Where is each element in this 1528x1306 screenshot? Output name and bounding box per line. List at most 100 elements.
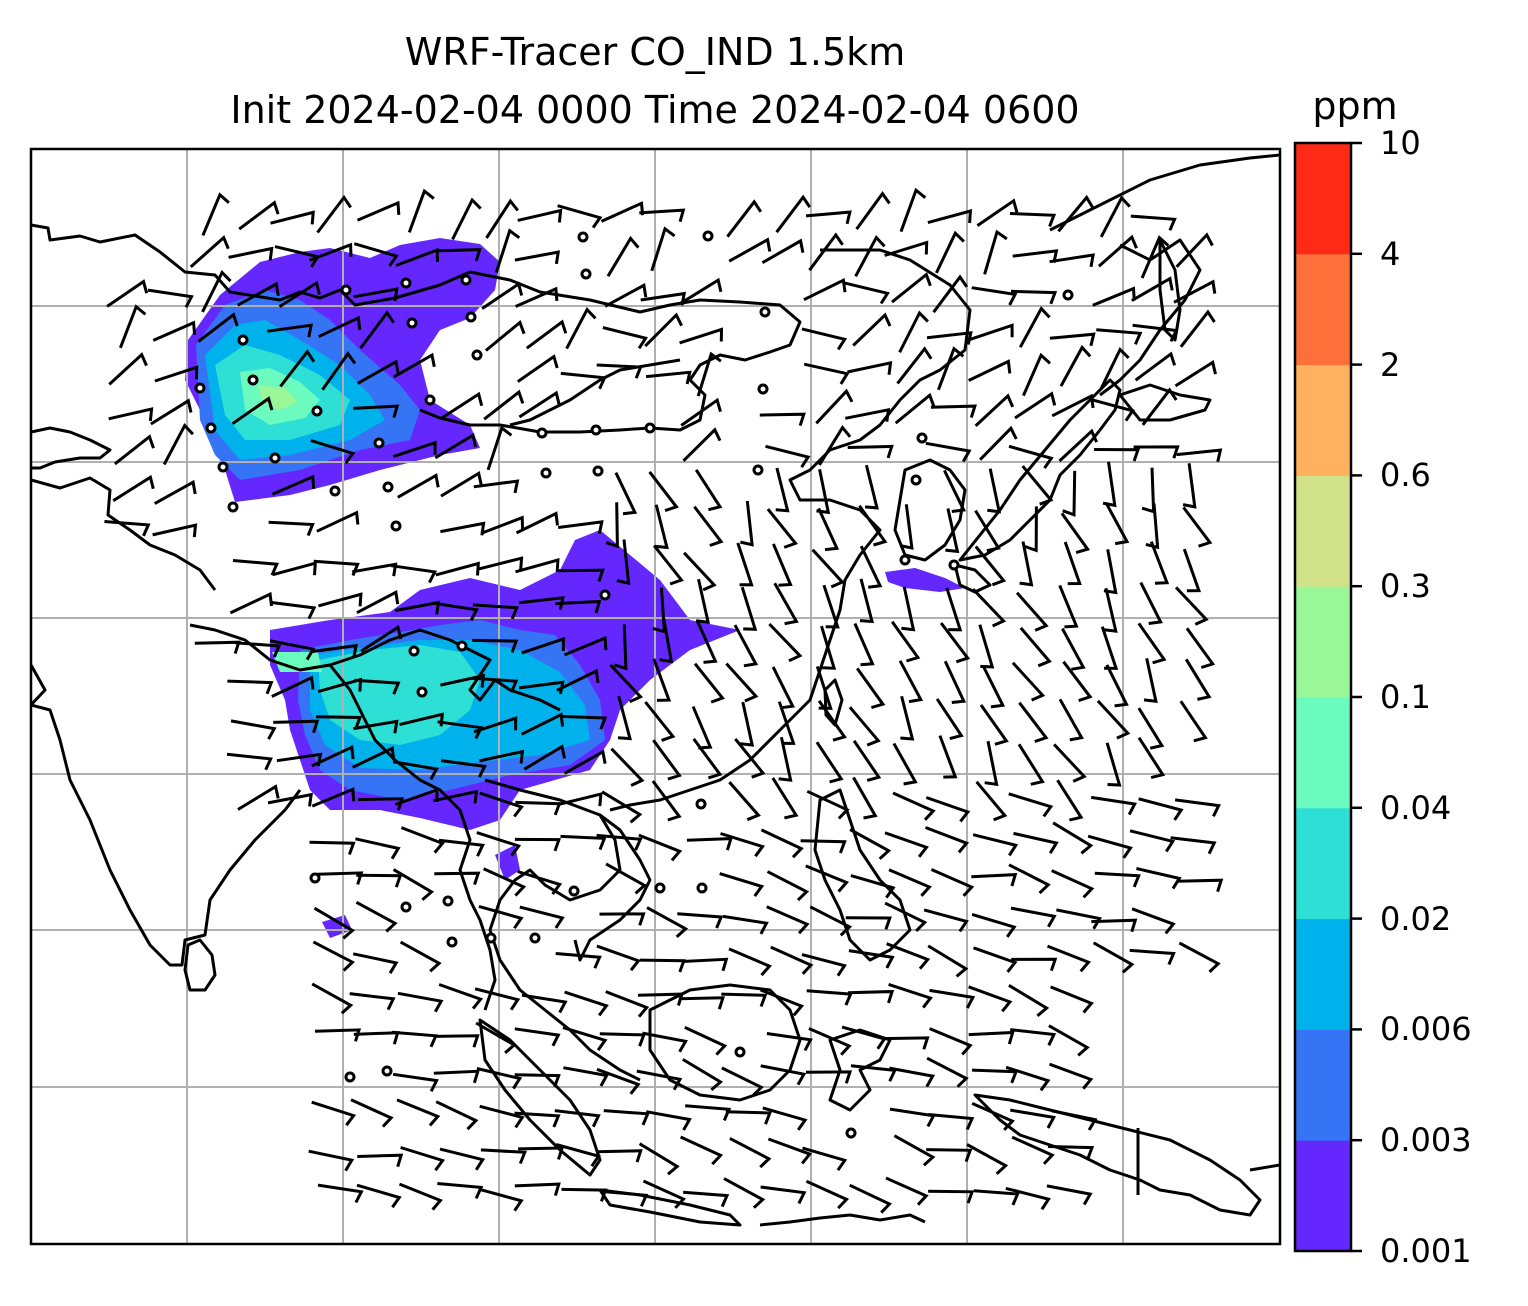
- wind-barb: [652, 658, 672, 702]
- wind-barb: [1129, 948, 1176, 966]
- calm-wind-marker: [446, 936, 458, 948]
- wind-barb: [1008, 984, 1050, 1017]
- wind-barb: [1062, 470, 1077, 517]
- wind-barb: [351, 562, 398, 577]
- wind-barb: [311, 744, 355, 768]
- wind-barb: [890, 620, 921, 663]
- wind-barb: [696, 620, 718, 664]
- wind-barb: [596, 944, 641, 972]
- wind-barb: [1174, 798, 1221, 817]
- wind-barb: [808, 232, 844, 272]
- wind-barb: [476, 1067, 523, 1090]
- wind-barb: [1182, 548, 1202, 593]
- coast-india-west: [31, 664, 302, 967]
- wind-barb: [642, 1031, 688, 1053]
- wind-barb: [852, 312, 892, 347]
- wind-barb: [694, 468, 723, 512]
- calm-wind-marker: [654, 882, 666, 894]
- calm-wind-marker: [460, 274, 472, 286]
- colorbar-tick-label: 0.3: [1380, 567, 1431, 606]
- wind-barb: [1149, 541, 1170, 585]
- calm-wind-marker: [485, 932, 497, 944]
- wind-barb: [682, 957, 729, 972]
- wind-barb: [820, 625, 837, 670]
- wind-barb: [353, 719, 399, 734]
- wind-barb: [805, 864, 850, 893]
- wind-barb: [314, 1028, 362, 1042]
- wind-barb: [349, 992, 396, 1011]
- wind-barb: [733, 624, 759, 668]
- wind-barb: [945, 508, 960, 554]
- wind-barb: [926, 331, 973, 345]
- wind-barb: [1173, 279, 1217, 304]
- wind-barb: [884, 831, 929, 858]
- wind-barb: [486, 425, 513, 471]
- wind-barb: [518, 1146, 565, 1160]
- wind-barb: [968, 1030, 1015, 1045]
- wind-barb: [929, 988, 976, 1009]
- wind-barb: [853, 622, 875, 667]
- coast-china-east: [609, 248, 972, 812]
- wind-barb: [113, 434, 155, 466]
- wind-barb: [652, 739, 682, 781]
- wind-barb: [605, 502, 619, 549]
- wind-barb: [1089, 397, 1136, 422]
- wind-barb: [197, 312, 239, 343]
- wind-barb: [1137, 622, 1167, 665]
- wind-barb: [554, 1109, 601, 1128]
- wind-barb: [927, 944, 969, 978]
- wind-barb: [1058, 428, 1098, 463]
- wind-barb: [154, 365, 199, 383]
- wind-barb: [521, 993, 568, 1014]
- wind-barb: [400, 826, 445, 854]
- colorbar-tick-label: 0.6: [1380, 456, 1431, 495]
- wind-barb: [966, 1143, 1009, 1175]
- wind-barb: [1184, 658, 1212, 701]
- wind-barb: [778, 736, 793, 782]
- coast-southeast-asia: [484, 778, 641, 1082]
- wind-barb: [602, 326, 648, 350]
- wind-barb: [1010, 1108, 1057, 1129]
- wind-barb: [899, 504, 914, 550]
- wind-barb: [943, 660, 967, 704]
- wind-barb: [725, 662, 759, 703]
- wind-barb: [686, 837, 733, 851]
- wind-barb: [1057, 194, 1095, 233]
- wind-barb: [153, 479, 197, 505]
- calm-wind-marker: [1062, 289, 1074, 301]
- wind-barb: [1018, 305, 1051, 348]
- wind-barb: [312, 643, 358, 658]
- wind-barb: [514, 1073, 561, 1088]
- wind-barb: [924, 826, 970, 854]
- wind-barb: [1145, 503, 1160, 550]
- wind-barb: [514, 1182, 561, 1197]
- calm-wind-marker: [344, 1071, 356, 1083]
- wind-barb: [1093, 448, 1141, 462]
- wind-barb: [1094, 871, 1141, 888]
- wind-barb: [437, 1182, 484, 1200]
- wind-barb: [558, 520, 604, 534]
- wind-barb: [231, 396, 274, 425]
- wind-barb: [435, 248, 482, 262]
- wind-barb: [928, 1189, 975, 1204]
- wind-barb: [1131, 907, 1176, 935]
- wind-barb: [1134, 351, 1177, 382]
- wind-barb: [1015, 591, 1049, 632]
- wind-barb: [650, 226, 676, 272]
- wind-barb: [855, 667, 886, 710]
- wind-barb: [315, 715, 363, 730]
- wind-barb: [1010, 906, 1057, 928]
- wind-barb: [926, 1056, 969, 1088]
- wind-barb: [646, 906, 689, 939]
- wind-barb: [1090, 795, 1137, 816]
- coast-korea: [893, 458, 967, 562]
- coast-sri-lanka: [183, 938, 217, 992]
- wind-barb: [1141, 387, 1178, 426]
- wind-barb: [858, 504, 888, 547]
- wind-barb: [440, 391, 484, 420]
- wind-barb: [721, 992, 768, 1008]
- wind-barb: [483, 389, 525, 421]
- wind-barb: [232, 559, 280, 576]
- wind-barb: [557, 792, 603, 807]
- wind-barb: [645, 1110, 692, 1131]
